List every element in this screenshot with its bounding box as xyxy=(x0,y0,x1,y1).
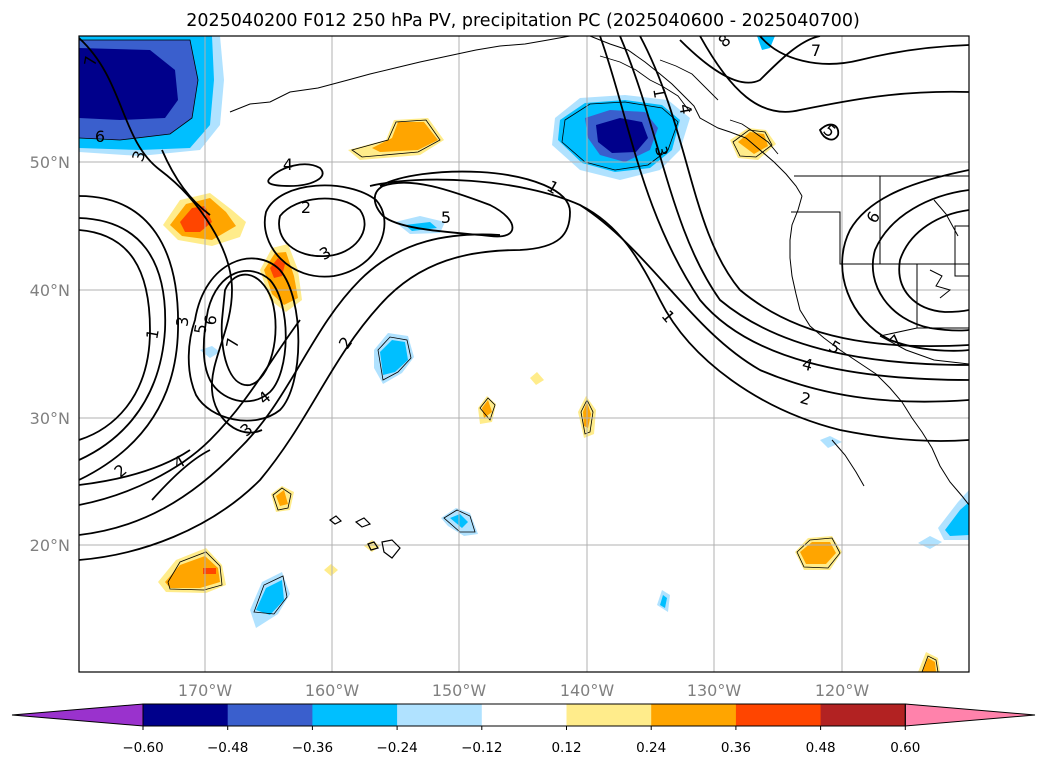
contour-label: 4 xyxy=(675,102,695,115)
lon-label-150w: 150°W xyxy=(432,681,487,700)
lat-label-40n: 40°N xyxy=(30,281,70,300)
positive-area-small xyxy=(530,372,544,385)
colorbar-tick-label: 0.60 xyxy=(890,740,920,756)
colorbar-segment xyxy=(143,704,229,726)
contour-label: 1 xyxy=(142,327,162,340)
pv-contours xyxy=(79,36,969,561)
colorbar: −0.60 −0.48 −0.36 −0.24 −0.12 0.12 0.24 … xyxy=(11,703,1036,756)
lon-label-120w: 120°W xyxy=(815,681,870,700)
colorbar-segment xyxy=(481,704,567,726)
colorbar-tick-label: −0.24 xyxy=(376,740,417,756)
contour-label: 7 xyxy=(811,41,821,60)
colorbar-segment xyxy=(651,704,737,726)
positive-area-south xyxy=(203,568,216,574)
lat-label-20n: 20°N xyxy=(30,536,70,555)
negative-area-nw xyxy=(79,48,178,120)
alaska-coast xyxy=(599,55,779,155)
colorbar-extend-low xyxy=(11,703,144,727)
contour-label: 5 xyxy=(190,322,210,335)
colorbar-segment xyxy=(397,704,483,726)
contour-label: 7 xyxy=(222,336,242,349)
colorbar-segment xyxy=(820,704,906,726)
figure-title: 2025040200 F012 250 hPa PV, precipitatio… xyxy=(186,11,860,31)
map-frame xyxy=(78,35,970,673)
colorbar-outline xyxy=(142,703,906,727)
map-panel: 1 2 3 4 5 6 7 5 1 1 2 4 5 6 7 8 7 2 3 4 … xyxy=(79,36,969,672)
colorbar-tick-labels: −0.60 −0.48 −0.36 −0.24 −0.12 0.12 0.24 … xyxy=(122,740,920,756)
positive-area-south xyxy=(165,556,220,588)
negative-area-center xyxy=(380,340,408,375)
positive-area-nw xyxy=(180,206,212,232)
colorbar-tick-label: 0.36 xyxy=(721,740,751,756)
colorbar-tick-label: −0.36 xyxy=(292,740,333,756)
positive-area-small xyxy=(324,564,338,576)
colorbar-tick-label: 0.24 xyxy=(636,740,666,756)
colorbar-tick-label: −0.60 xyxy=(122,740,163,756)
negative-area-gulf xyxy=(596,118,648,153)
colorbar-tick-label: −0.48 xyxy=(207,740,248,756)
negative-area-mexico xyxy=(945,502,969,536)
negative-area-se xyxy=(660,595,667,608)
contour-label: 2 xyxy=(301,198,311,217)
contour-label: 4 xyxy=(800,354,815,375)
lon-label-160w: 160°W xyxy=(305,681,360,700)
lat-label-30n: 30°N xyxy=(30,409,70,428)
colorbar-tick-label: 0.12 xyxy=(551,740,581,756)
colorbar-extend-high xyxy=(904,703,1036,727)
positive-area-small xyxy=(276,490,288,506)
lon-label-140w: 140°W xyxy=(560,681,615,700)
colorbar-segment xyxy=(312,704,398,726)
colorbar-tick-marks xyxy=(142,726,906,730)
latitude-labels: 50°N 40°N 30°N 20°N xyxy=(30,153,70,555)
negative-area-south xyxy=(256,580,284,615)
contour-label: 5 xyxy=(441,208,451,227)
longitude-labels: 170°W 160°W 150°W 140°W 130°W 120°W xyxy=(178,681,870,700)
contour-label: 2 xyxy=(798,388,813,409)
contour-label: 6 xyxy=(95,127,105,146)
contour-label: 4 xyxy=(283,155,293,174)
colorbar-tick-label: −0.12 xyxy=(461,740,502,756)
lon-label-130w: 130°W xyxy=(687,681,742,700)
contour-label: 7 xyxy=(80,54,100,67)
lat-label-50n: 50°N xyxy=(30,153,70,172)
contour-label: 3 xyxy=(651,144,671,157)
colorbar-segment xyxy=(566,704,652,726)
negative-area-mid xyxy=(405,222,437,231)
contour-label: 1 xyxy=(649,86,669,99)
contour-label: 6 xyxy=(200,313,220,326)
positive-area-corner xyxy=(922,658,936,672)
positive-area-north xyxy=(372,122,438,152)
colorbar-tick-label: 0.48 xyxy=(806,740,836,756)
lon-label-170w: 170°W xyxy=(178,681,233,700)
hawaii-islands xyxy=(328,515,401,559)
positive-area-baja xyxy=(800,542,836,564)
colorbar-segment xyxy=(227,704,313,726)
contour-label: 3 xyxy=(173,316,193,328)
colorbar-segments xyxy=(11,703,1036,727)
shading-outlines xyxy=(79,39,939,672)
negative-area-mexico xyxy=(918,536,942,549)
negative-area-coast xyxy=(820,436,842,448)
colorbar-segment xyxy=(735,704,822,726)
